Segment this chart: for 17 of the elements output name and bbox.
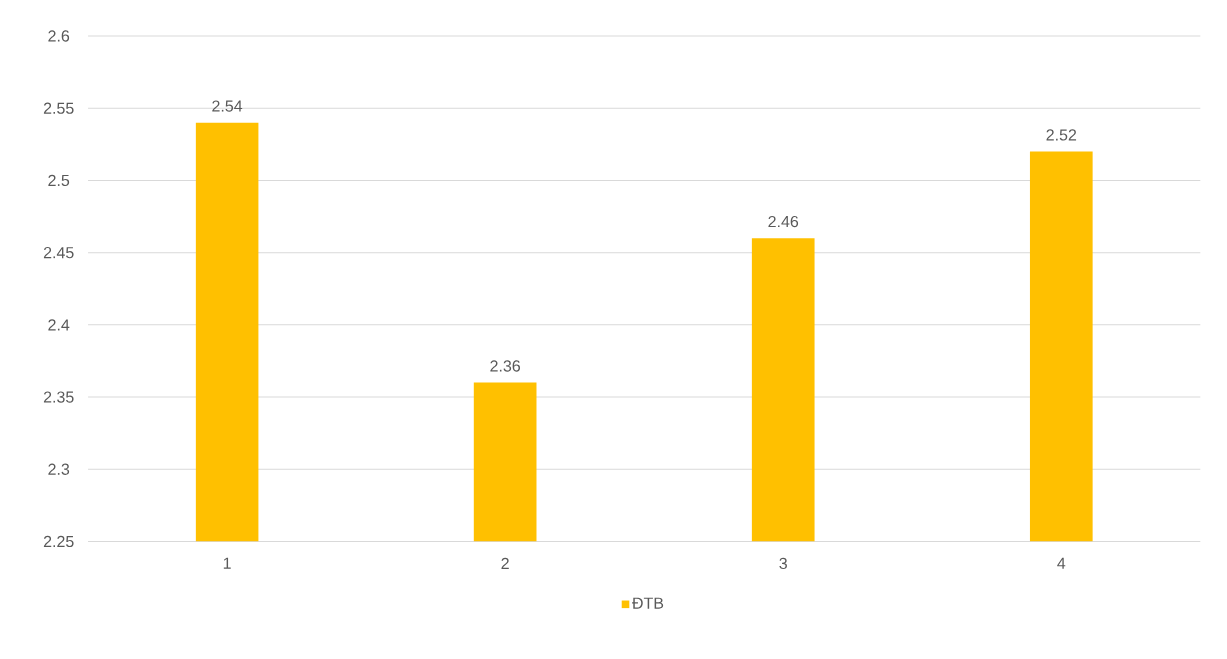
y-tick-label: 2.55 xyxy=(43,102,74,114)
data-label: 2.36 xyxy=(490,360,521,372)
x-tick-label: 1 xyxy=(223,557,231,569)
y-tick-label: 2.6 xyxy=(48,30,70,42)
x-tick-label: 2 xyxy=(501,557,509,569)
y-tick-label: 2.4 xyxy=(48,319,70,331)
data-label: 2.54 xyxy=(212,100,243,112)
data-label: 2.46 xyxy=(768,216,799,228)
legend-label: ĐTB xyxy=(632,597,664,609)
data-label: 2.52 xyxy=(1046,129,1077,141)
y-tick-label: 2.3 xyxy=(48,463,70,475)
x-tick-label: 4 xyxy=(1057,557,1066,569)
x-tick-label: 3 xyxy=(779,557,787,570)
y-tick-label: 2.35 xyxy=(43,391,74,403)
y-tick-label: 2.45 xyxy=(43,247,74,259)
y-tick-label: 2.25 xyxy=(43,535,74,548)
y-tick-label: 2.5 xyxy=(48,174,70,187)
